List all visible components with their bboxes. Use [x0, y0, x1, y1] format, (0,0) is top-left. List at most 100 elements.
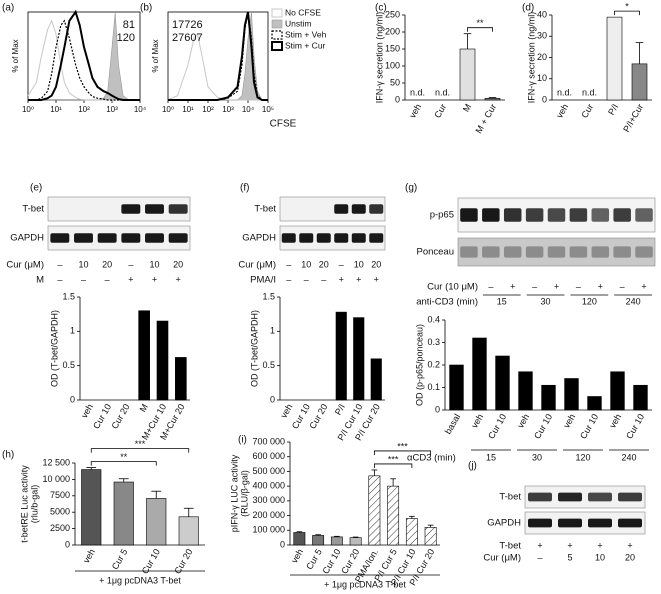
histogram-line	[168, 11, 268, 101]
x-tick-label: veh	[289, 547, 305, 565]
blot-band	[121, 204, 141, 214]
x-tick-label: veh	[607, 412, 623, 430]
bar	[156, 320, 169, 401]
panel-label: (c)	[375, 3, 387, 14]
x-tick-label: Cur 5	[110, 547, 130, 571]
row-label: Cur (μM)	[6, 260, 44, 271]
lane-label: 10	[354, 259, 364, 269]
blot-band	[591, 246, 610, 258]
lane-label: –	[286, 259, 291, 269]
lane-label: –	[128, 259, 133, 269]
lane-label: –	[57, 259, 62, 269]
y-tick-label: 1.5	[262, 291, 275, 301]
blot-band	[97, 233, 117, 243]
bar	[330, 536, 343, 546]
legend-label: No CFSE	[285, 7, 321, 17]
blot-band	[168, 204, 188, 214]
bar	[633, 384, 648, 411]
lane-label: +	[510, 281, 515, 291]
blot-band	[281, 233, 296, 243]
lane-label: +	[356, 274, 361, 284]
significance-bracket	[373, 463, 413, 468]
band-label: GAPDH	[487, 518, 521, 529]
blot-panel	[47, 225, 191, 251]
x-tick-label: Cur	[432, 102, 448, 120]
panel-label: (j)	[468, 461, 477, 472]
blot-band	[558, 492, 582, 502]
bar	[349, 537, 362, 546]
y-tick-label: 150	[385, 43, 400, 53]
blot-band	[482, 246, 500, 258]
lane-label: 10	[595, 552, 605, 562]
significance-bracket	[90, 448, 190, 453]
row-label: Cur (μM)	[483, 553, 521, 564]
value-label: n.d.	[410, 87, 425, 97]
x-tick-label: P/I+Cur	[621, 102, 645, 134]
legend-label: Unstim	[285, 18, 311, 28]
x-tick-label: P/I	[333, 402, 347, 417]
y-axis-label: IFN-γ secretion (ng/ml)	[526, 12, 536, 104]
x-tick-label: 10³	[106, 105, 118, 114]
legend-swatch	[271, 41, 283, 51]
blot-band	[591, 208, 610, 222]
blot-band	[569, 246, 588, 258]
lane-label: 5	[567, 552, 572, 562]
lane-label: 10	[149, 259, 159, 269]
lane-label: –	[488, 281, 493, 291]
group-label: 120	[582, 296, 597, 306]
y-tick-label: 0.4	[427, 314, 440, 324]
y-tick-label: 0.5	[62, 360, 75, 370]
blot-band	[588, 492, 612, 502]
blot-band	[613, 208, 631, 222]
footnote: + 1μg pcDNA3 T-bet	[99, 575, 181, 585]
blot-band	[503, 208, 522, 222]
group-label: 240	[626, 296, 641, 306]
bar	[564, 378, 579, 411]
y-tick-label: 2500	[50, 523, 70, 533]
y-tick-label: 10 000	[42, 474, 70, 484]
bar	[424, 527, 437, 546]
significance-bracket	[614, 10, 640, 16]
significance-label: **	[120, 452, 128, 462]
legend-swatch	[271, 30, 283, 40]
y-tick-label: 7500	[50, 490, 70, 500]
bar	[312, 535, 325, 546]
annotation: 17726	[172, 19, 203, 31]
lane-label: –	[339, 259, 344, 269]
lane-label: 10	[78, 259, 88, 269]
y-tick-label: 50	[390, 77, 400, 87]
histogram-line	[28, 19, 140, 101]
lane-label: +	[537, 540, 542, 550]
row-label: M	[36, 275, 44, 286]
bar	[293, 532, 306, 546]
legend-swatch	[271, 8, 283, 18]
lane-label: +	[339, 274, 344, 284]
lane-label: –	[57, 274, 62, 284]
y-tick-label: 1	[270, 326, 275, 336]
annotation: 81	[123, 19, 135, 31]
bar	[587, 396, 602, 411]
lane-label: 20	[625, 552, 635, 562]
x-tick-label: M	[138, 402, 150, 413]
x-tick-label: Cur 20	[109, 402, 131, 430]
significance-bracket	[467, 27, 493, 32]
blot-band	[528, 492, 552, 502]
x-tick-label: 10⁵	[262, 105, 274, 114]
x-tick-label: 10⁴	[134, 105, 147, 114]
y-tick-label: 30	[537, 31, 547, 41]
blot-band	[145, 233, 164, 243]
bar	[541, 384, 556, 411]
bar	[610, 371, 625, 411]
x-tick-label: veh	[407, 102, 423, 120]
lane-label: –	[537, 552, 542, 562]
lane-label: +	[598, 281, 603, 291]
lane-label: +	[128, 274, 133, 284]
blot-panel	[524, 485, 646, 509]
band-label: T-bet	[499, 492, 521, 503]
y-tick-label: 0	[435, 404, 440, 414]
y-tick-label: 0.1	[427, 382, 440, 392]
band-label: T-bet	[22, 204, 44, 215]
x-tick-label: 10⁴	[242, 105, 255, 114]
significance-label: **	[476, 18, 484, 28]
histogram-line	[28, 11, 140, 101]
